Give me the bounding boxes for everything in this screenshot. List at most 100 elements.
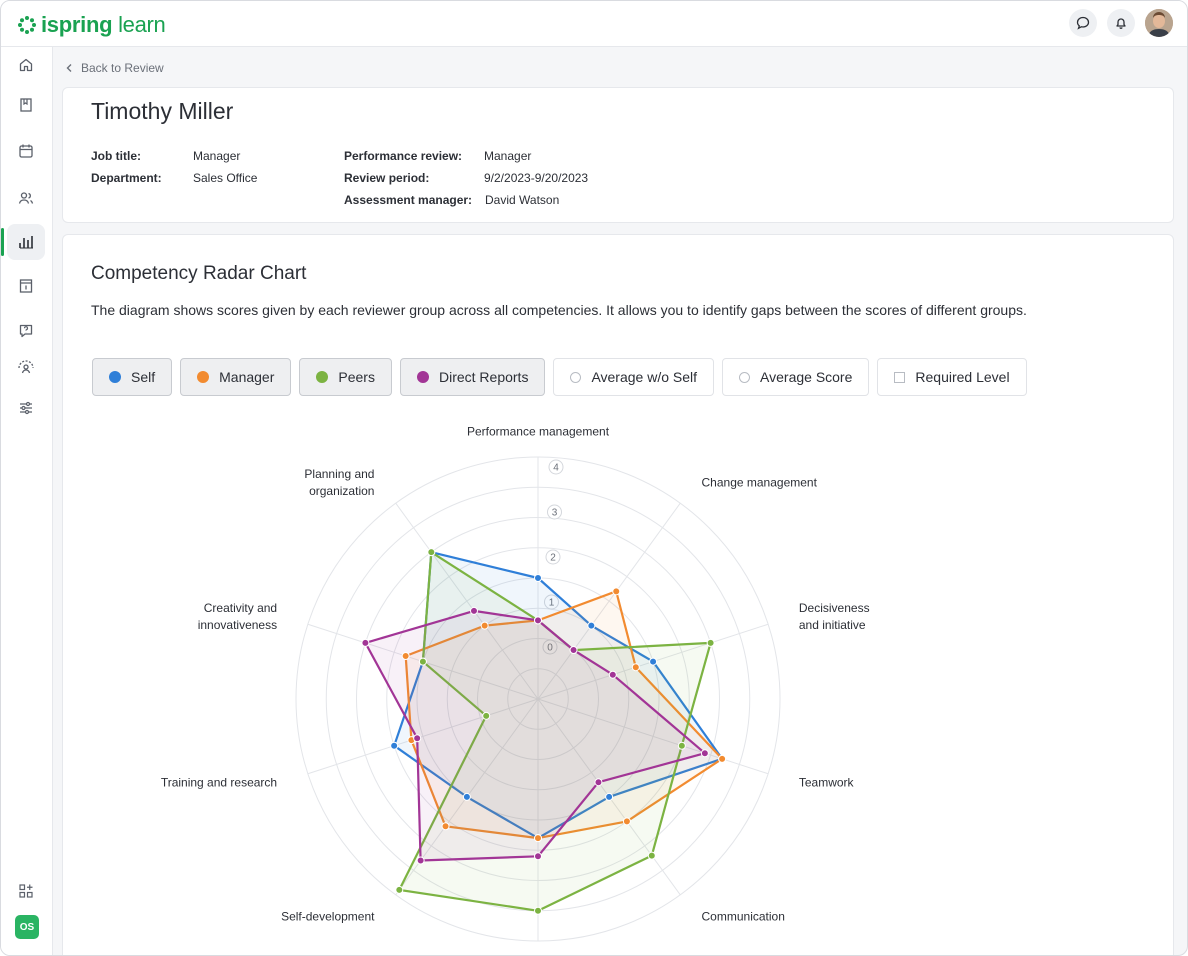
legend-toggle-peers[interactable]: Peers [299,358,392,396]
data-point [395,885,404,894]
back-to-review-link[interactable]: Back to Review [65,61,164,75]
sliders-icon [20,401,32,415]
bar-chart-icon [19,236,33,249]
performance-review-label: Performance review: [344,149,463,163]
legend-toggle-required-level[interactable]: Required Level [877,358,1027,396]
department-value: Sales Office [193,171,258,185]
radar-tick: 4 [548,459,564,475]
legend-label: Direct Reports [438,369,529,385]
category-label-line: innovativeness [198,618,277,632]
sidebar-item-home[interactable] [7,47,45,83]
sidebar-item-users[interactable] [7,180,45,216]
user-initials-badge[interactable]: OS [15,915,39,939]
review-period-label: Review period: [344,171,430,185]
legend-label: Peers [338,369,375,385]
data-point [594,778,603,787]
performance-review-value: Manager [484,149,532,163]
sidebar-item-settings[interactable] [7,390,45,426]
sidebar-item-performance[interactable] [7,349,45,385]
category-label: Creativity and innovativeness [198,601,277,632]
sidebar-item-add-widget[interactable] [7,873,45,909]
legend-label: Average Score [760,369,853,385]
assessment-manager-value: David Watson [485,193,560,207]
sidebar-item-reports[interactable] [1,224,45,260]
review-period-value: 9/2/2023-9/20/2023 [484,171,589,185]
data-point [534,852,542,861]
avatar-photo [1145,9,1173,37]
assessment-manager-label: Assessment manager: [344,193,473,207]
sidebar-item-info[interactable] [7,268,45,304]
data-point [677,741,686,750]
question-icon [19,324,33,338]
brand-logo[interactable]: ispring learn [17,12,166,38]
data-point [480,621,489,630]
info-board-icon [19,279,33,293]
bell-icon [1116,18,1126,29]
tick-badge [542,639,558,655]
data-point [469,606,478,615]
employee-info-card: Timothy Miller Job title: Manager Departm… [62,87,1174,223]
data-point [441,822,450,831]
department-label: Department: [91,171,162,185]
tick-label: 1 [549,598,555,609]
radar-chart-card: Competency Radar Chart The diagram shows… [62,234,1174,955]
data-point [622,817,631,826]
data-point [706,638,715,647]
category-label-line: Planning and [304,467,374,481]
data-point [700,749,709,758]
tick-badge [545,549,561,565]
sidebar-item-questions[interactable] [7,313,45,349]
tick-badge [547,504,562,520]
data-point [569,646,578,655]
tick-label: 2 [550,553,556,564]
data-point [401,652,410,661]
add-grid-icon [19,884,33,898]
radar-tick: 1 [544,594,559,610]
data-point [482,711,491,720]
user-avatar[interactable] [1145,9,1173,37]
category-label: Teamwork [799,775,855,789]
tick-label: 4 [553,463,559,474]
gauge-user-icon [18,360,34,374]
book-icon [20,98,32,112]
info-column-right: Performance review: Manager Review period… [344,145,588,211]
users-icon [18,192,34,204]
data-point [718,754,727,763]
category-label-line: Communication [702,909,785,923]
radar-tick: 0 [542,639,558,655]
sidebar-item-calendar[interactable] [7,133,45,169]
section-title: Competency Radar Chart [91,263,307,284]
radar-chart: 0 1 2 3 4 Performance management Change manage… [161,425,870,942]
legend-toggle-average-without-self[interactable]: Average w/o Self [553,358,715,396]
notifications-button[interactable] [1107,9,1135,37]
legend-toggle-self[interactable]: Self [92,358,173,396]
radar-spoke [395,502,539,700]
radar-spoke [537,698,769,775]
category-label: Training and research [161,775,277,789]
legend-toggle-manager[interactable]: Manager [180,358,292,396]
chat-button[interactable] [1069,9,1097,37]
sidebar-item-courses[interactable] [7,87,45,123]
data-point [608,670,617,679]
job-title-label: Job title: [91,149,141,163]
category-label-line: Change management [702,476,818,490]
radar-tick: 3 [547,504,562,520]
category-label: Change management [702,476,818,490]
data-point [418,657,427,666]
data-point [649,657,658,666]
square-icon [894,371,906,383]
legend-label: Required Level [915,369,1010,385]
chevron-left-icon [66,64,72,72]
direct-reports-dot-icon [416,371,429,383]
tick-label: 3 [552,508,558,519]
category-label: Communication [702,909,785,923]
logo-icon [18,16,36,34]
category-label-line: Performance management [467,425,610,439]
brand-part-learn: learn [118,12,166,37]
data-point [390,741,399,750]
legend-toggle-direct-reports[interactable]: Direct Reports [399,358,546,396]
data-point [534,834,542,843]
tick-label: 0 [547,643,553,654]
legend-toggle-average-score[interactable]: Average Score [722,358,870,396]
category-label: Planning and organization [304,467,374,498]
